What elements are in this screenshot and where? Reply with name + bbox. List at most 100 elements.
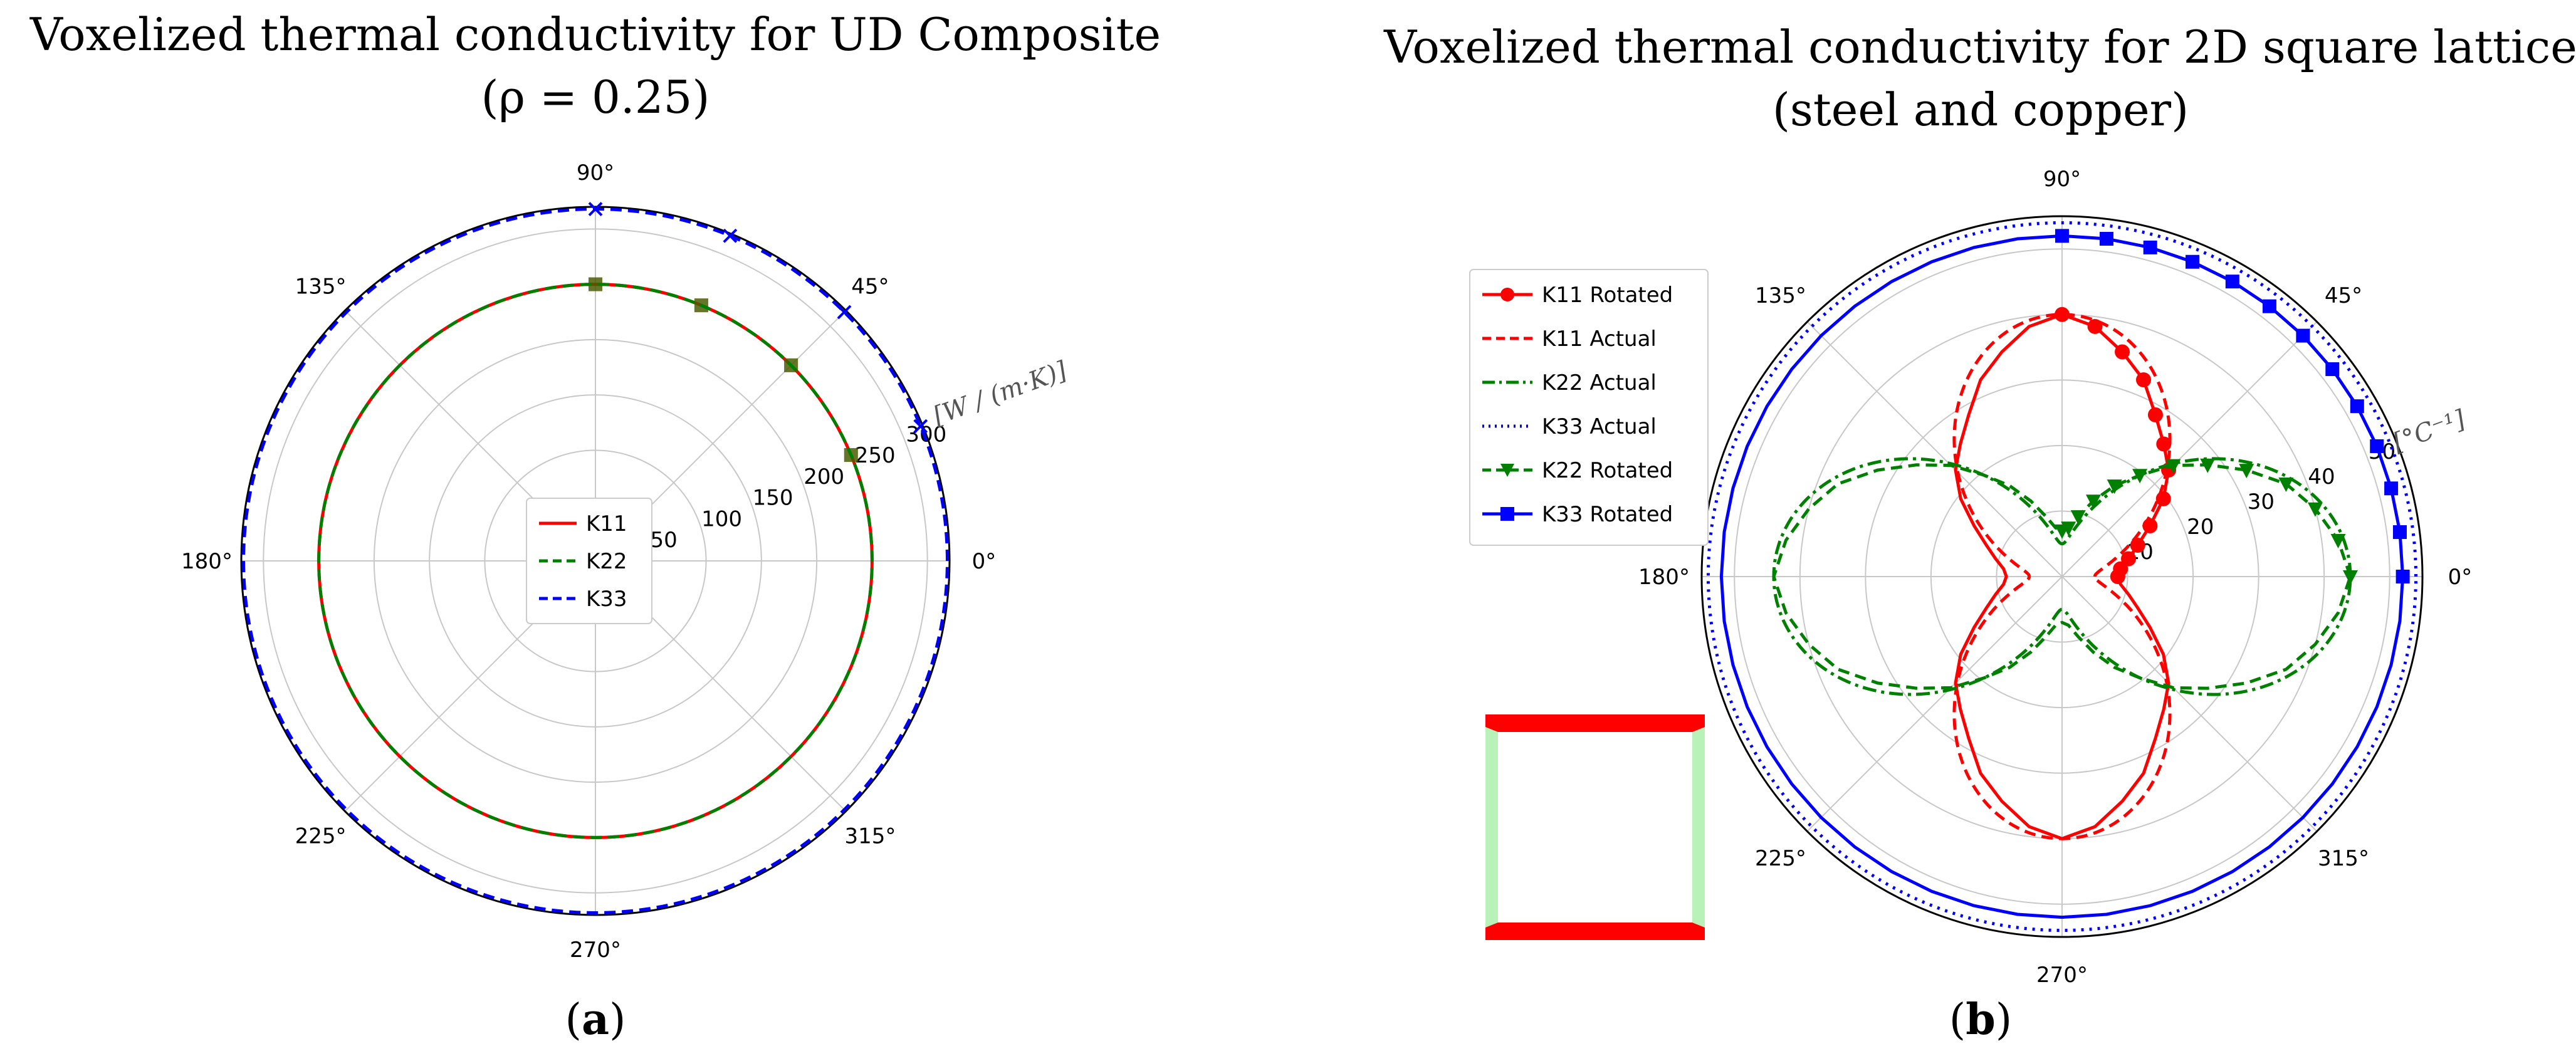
legend-b-label-0: K11 Rotated bbox=[1542, 283, 1673, 308]
radial-tick-label: 50 bbox=[651, 528, 678, 553]
circular-gridline bbox=[373, 338, 818, 783]
marker-triangle bbox=[2070, 510, 2086, 525]
radial-gridline bbox=[2061, 321, 2318, 577]
radial-tick-label: 150 bbox=[753, 486, 793, 511]
caption-a: (a) bbox=[565, 995, 626, 1045]
marker-triangle bbox=[2055, 524, 2070, 539]
angle-tick-label: 45° bbox=[2325, 283, 2362, 308]
marker-triangle bbox=[2107, 479, 2122, 494]
angle-tick-label: 0° bbox=[972, 549, 997, 574]
marker-triangle bbox=[2330, 534, 2346, 549]
legend-a-k22-label: K22 bbox=[586, 549, 627, 574]
radial-tick-label: 250 bbox=[855, 443, 896, 468]
legend-a-k33-label: K33 bbox=[586, 587, 627, 612]
radial-tick-label: 30 bbox=[2248, 489, 2275, 515]
marker-square bbox=[2055, 229, 2069, 243]
angle-tick-label: 90° bbox=[577, 160, 614, 186]
marker-square bbox=[2395, 570, 2410, 583]
marker-triangle bbox=[2343, 570, 2358, 585]
radial-tick-label: 300 bbox=[906, 422, 946, 447]
lattice-right-strut bbox=[1692, 721, 1705, 934]
radial-tick-label: 40 bbox=[2308, 464, 2335, 489]
series-line-1 bbox=[317, 283, 874, 839]
unit-label-b: [°C⁻¹] bbox=[2389, 405, 2469, 457]
angle-tick-label: 270° bbox=[570, 938, 621, 963]
subtitle-a: (ρ = 0.25) bbox=[481, 71, 710, 123]
circular-gridline bbox=[484, 449, 707, 672]
angle-tick-label: 180° bbox=[1638, 565, 1690, 590]
polar-chart-b: 0°45°90°135°180°225°270°315°1020304050 bbox=[1638, 167, 2472, 988]
marker-circle bbox=[2147, 407, 2163, 422]
marker-square bbox=[2143, 240, 2157, 254]
marker-circle bbox=[2113, 561, 2128, 577]
marker-square bbox=[2099, 232, 2113, 246]
angle-tick-label: 315° bbox=[844, 823, 896, 849]
subtitle-b: (steel and copper) bbox=[1772, 83, 2189, 136]
marker-triangle bbox=[2307, 502, 2323, 517]
marker-triangle bbox=[2278, 477, 2294, 492]
radial-gridline bbox=[2061, 576, 2318, 832]
legend-b-label-4: K22 Rotated bbox=[1542, 458, 1673, 483]
series-line-1 bbox=[1952, 313, 2172, 840]
marker-triangle bbox=[2165, 459, 2181, 474]
angle-tick-label: 270° bbox=[2036, 963, 2088, 988]
circular-gridline bbox=[1996, 510, 2128, 643]
marker-x bbox=[913, 419, 928, 434]
lattice-inset bbox=[1485, 714, 1705, 940]
angle-tick-label: 315° bbox=[2318, 846, 2369, 871]
title-a: Voxelized thermal conductivity for UD Co… bbox=[29, 8, 1161, 61]
marker-triangle bbox=[2239, 464, 2254, 479]
title-b: Voxelized thermal conductivity for 2D sq… bbox=[1383, 21, 2576, 73]
angle-tick-label: 225° bbox=[1755, 846, 1806, 871]
marker-square bbox=[589, 277, 602, 291]
lattice-bottom-strut bbox=[1485, 923, 1705, 940]
marker-circle bbox=[2115, 344, 2130, 360]
marker-circle bbox=[2156, 436, 2172, 452]
marker-triangle bbox=[2132, 469, 2148, 484]
marker-square bbox=[2186, 254, 2200, 269]
marker-square bbox=[2296, 328, 2310, 343]
unit-label-a: [W / (m·K)] bbox=[929, 356, 1071, 431]
marker-triangle bbox=[2200, 458, 2216, 473]
caption-b-letter: b bbox=[1966, 995, 1996, 1045]
lattice-top-strut bbox=[1485, 714, 1705, 732]
marker-x bbox=[588, 202, 603, 216]
marker-square bbox=[2350, 399, 2364, 414]
series-line-4 bbox=[1772, 463, 2352, 690]
legend-a: K11 K22 K33 bbox=[526, 498, 652, 624]
angle-tick-label: 45° bbox=[851, 274, 889, 300]
marker-square bbox=[694, 298, 708, 313]
marker-circle bbox=[2155, 491, 2171, 506]
legend-b-marker-4 bbox=[1500, 464, 1514, 477]
marker-circle bbox=[2055, 306, 2070, 322]
circular-gridline bbox=[429, 394, 762, 728]
angle-tick-label: 135° bbox=[1755, 283, 1806, 308]
legend-b-label-5: K33 Rotated bbox=[1542, 502, 1673, 527]
marker-square bbox=[2262, 299, 2276, 313]
polar-frame bbox=[1700, 215, 2424, 938]
radial-tick-label: 20 bbox=[2187, 515, 2214, 540]
legend-b-label-2: K22 Actual bbox=[1542, 370, 1657, 395]
angle-tick-label: 90° bbox=[2043, 167, 2081, 192]
marker-square bbox=[2225, 274, 2239, 289]
marker-x bbox=[837, 305, 852, 320]
angle-tick-label: 135° bbox=[295, 274, 347, 300]
legend-b-marker-5 bbox=[1500, 507, 1514, 521]
circular-gridline bbox=[1734, 248, 2390, 905]
legend-b: K11 Rotated K11 Actual K22 Actual K33 Ac… bbox=[1469, 269, 1709, 546]
radial-gridline bbox=[1806, 576, 2063, 832]
angle-tick-label: 225° bbox=[295, 823, 347, 849]
marker-square bbox=[2370, 439, 2384, 453]
circular-gridline bbox=[263, 228, 928, 894]
legend-b-marker-0 bbox=[1500, 288, 1514, 301]
legend-b-label-3: K33 Actual bbox=[1542, 414, 1657, 439]
marker-square bbox=[784, 358, 798, 372]
caption-a-letter: a bbox=[582, 995, 609, 1045]
marker-square bbox=[2384, 481, 2399, 496]
marker-circle bbox=[2136, 372, 2152, 388]
lattice-left-strut bbox=[1485, 721, 1498, 934]
marker-triangle bbox=[2086, 494, 2102, 510]
angle-tick-label: 0° bbox=[2448, 565, 2473, 590]
legend-a-k11-label: K11 bbox=[586, 511, 627, 536]
